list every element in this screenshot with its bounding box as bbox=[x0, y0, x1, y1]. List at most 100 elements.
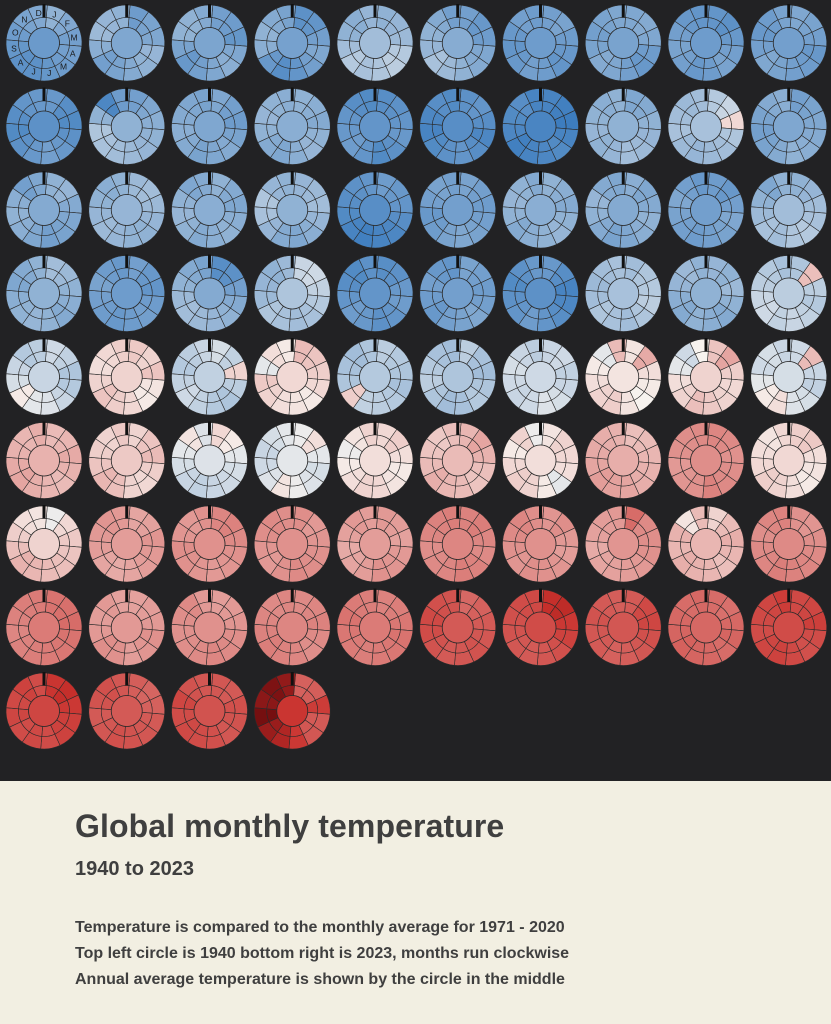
year-circle-1966 bbox=[502, 171, 579, 249]
year-start-marker bbox=[621, 87, 625, 101]
annual-average-disc bbox=[193, 277, 226, 310]
year-start-marker bbox=[704, 338, 708, 352]
annual-average-disc bbox=[690, 277, 722, 310]
year-circle-1952 bbox=[171, 87, 248, 165]
annual-average-disc bbox=[28, 528, 60, 560]
year-circle-1942 bbox=[171, 4, 248, 82]
year-start-marker bbox=[787, 338, 791, 352]
year-start-marker bbox=[704, 254, 708, 268]
annual-average-disc bbox=[607, 27, 640, 59]
year-circle-1984 bbox=[336, 338, 414, 416]
annual-average-disc bbox=[524, 444, 557, 477]
year-start-marker bbox=[456, 588, 460, 602]
year-start-marker bbox=[704, 171, 708, 185]
year-circle-1997 bbox=[584, 421, 662, 499]
annual-average-disc bbox=[359, 110, 391, 143]
year-start-marker bbox=[373, 505, 377, 519]
year-start-marker bbox=[539, 171, 542, 185]
year-circle-1978 bbox=[667, 254, 745, 332]
year-circle-1947 bbox=[584, 4, 662, 82]
annual-average-disc bbox=[607, 194, 640, 226]
year-circle-1960 bbox=[5, 171, 83, 249]
year-start-marker bbox=[787, 87, 791, 101]
year-start-marker bbox=[42, 421, 46, 435]
chart-subtitle: 1940 to 2023 bbox=[75, 858, 194, 880]
year-start-marker bbox=[42, 254, 46, 268]
annual-average-disc bbox=[276, 361, 309, 393]
year-start-marker bbox=[290, 505, 294, 519]
year-start-marker bbox=[539, 421, 542, 435]
year-circle-2008 bbox=[667, 505, 745, 583]
year-start-marker bbox=[42, 588, 46, 602]
year-start-marker bbox=[373, 171, 377, 185]
annual-average-disc bbox=[193, 110, 226, 143]
year-circle-2016 bbox=[502, 588, 579, 666]
year-circle-1968 bbox=[667, 171, 745, 249]
year-circle-1973 bbox=[253, 254, 331, 332]
year-circle-1962 bbox=[171, 171, 248, 249]
month-label: A bbox=[18, 58, 24, 68]
year-circle-1965 bbox=[419, 171, 497, 249]
year-circle-2006 bbox=[502, 505, 579, 583]
year-start-marker bbox=[621, 421, 625, 435]
year-start-marker bbox=[704, 588, 708, 602]
annual-average-disc bbox=[690, 528, 722, 560]
annual-average-disc bbox=[110, 27, 143, 59]
year-start-marker bbox=[290, 672, 294, 686]
annual-average-disc bbox=[359, 444, 391, 477]
year-start-marker bbox=[456, 171, 460, 185]
annual-average-disc bbox=[772, 444, 805, 477]
year-circle-1992 bbox=[171, 421, 248, 499]
annual-average-disc bbox=[110, 444, 143, 477]
annual-average-disc bbox=[193, 194, 226, 226]
annual-average-disc bbox=[441, 444, 474, 477]
year-start-marker bbox=[42, 171, 46, 185]
annual-average-disc bbox=[359, 528, 391, 560]
year-start-marker bbox=[290, 4, 294, 18]
year-start-marker bbox=[456, 254, 460, 268]
year-circle-2017 bbox=[584, 588, 662, 666]
year-circle-1974 bbox=[336, 254, 414, 332]
year-start-marker bbox=[125, 421, 129, 435]
year-circle-2021 bbox=[88, 672, 166, 750]
year-circle-1967 bbox=[584, 171, 662, 249]
year-circle-1982 bbox=[171, 338, 248, 416]
annual-average-disc bbox=[28, 611, 60, 644]
year-start-marker bbox=[373, 338, 377, 352]
annual-average-disc bbox=[110, 611, 143, 644]
year-start-marker bbox=[704, 87, 708, 101]
annual-average-disc bbox=[772, 194, 805, 226]
year-circle-1994 bbox=[336, 421, 414, 499]
annual-average-disc bbox=[772, 528, 805, 560]
year-circle-2007 bbox=[584, 505, 662, 583]
year-start-marker bbox=[787, 171, 791, 185]
annual-average-disc bbox=[441, 361, 474, 393]
annual-average-disc bbox=[607, 528, 640, 560]
year-circle-1981 bbox=[88, 338, 166, 416]
year-start-marker bbox=[621, 505, 625, 519]
year-circle-1953 bbox=[253, 87, 331, 165]
year-start-marker bbox=[621, 254, 625, 268]
annual-average-disc bbox=[276, 528, 309, 560]
year-circle-2005 bbox=[419, 505, 497, 583]
year-start-marker bbox=[290, 171, 294, 185]
year-start-marker bbox=[208, 588, 211, 602]
year-circle-1954 bbox=[336, 87, 414, 165]
annual-average-disc bbox=[276, 277, 309, 310]
year-start-marker bbox=[125, 87, 129, 101]
annual-average-disc bbox=[524, 27, 557, 59]
year-start-marker bbox=[787, 254, 791, 268]
year-circle-1964 bbox=[336, 171, 414, 249]
annual-average-disc bbox=[110, 361, 143, 393]
year-start-marker bbox=[373, 588, 377, 602]
year-start-marker bbox=[208, 254, 211, 268]
year-circle-1943 bbox=[253, 4, 331, 82]
annual-average-disc bbox=[359, 277, 391, 310]
annual-average-disc bbox=[441, 110, 474, 143]
annual-average-disc bbox=[772, 27, 805, 59]
year-start-marker bbox=[208, 505, 211, 519]
annual-average-disc bbox=[110, 277, 143, 310]
annual-average-disc bbox=[276, 444, 309, 477]
